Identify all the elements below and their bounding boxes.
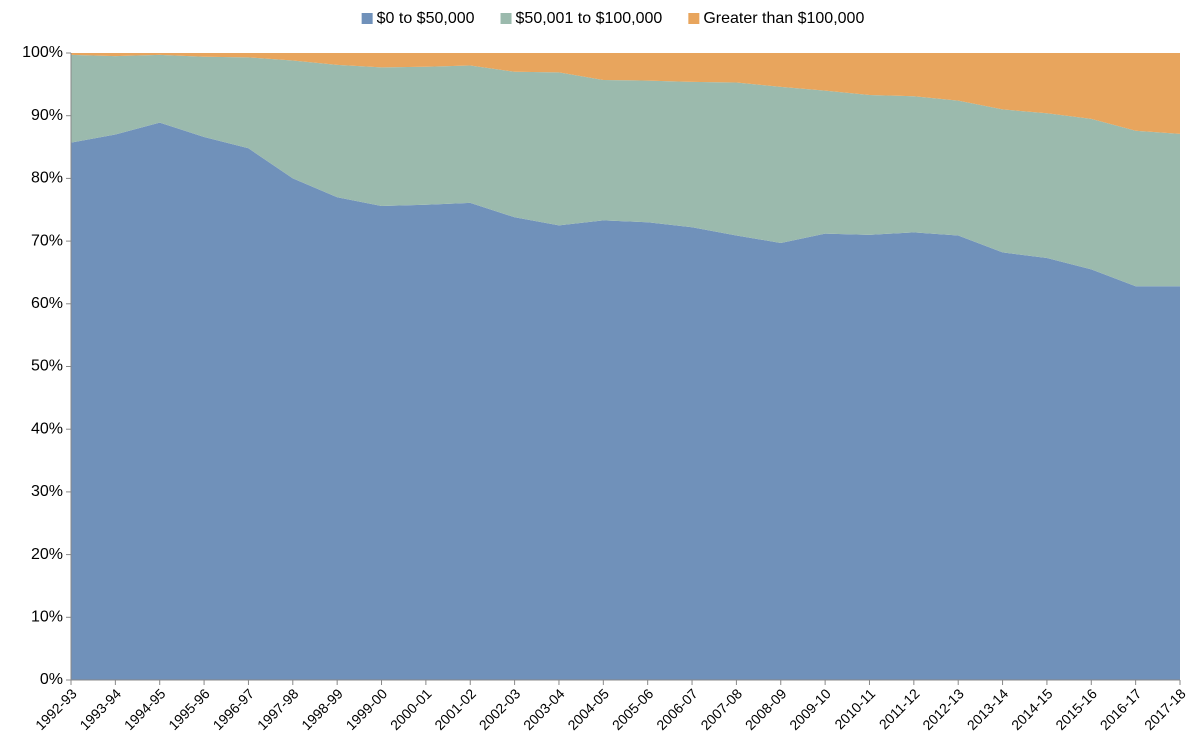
x-tick-label: 1997-98 [254,685,302,733]
y-tick-label: 60% [31,295,63,312]
y-tick-label: 10% [31,609,63,626]
y-tick-label: 80% [31,170,63,187]
x-tick-label: 2006-07 [653,685,701,733]
legend-label: Greater than $100,000 [703,10,864,27]
y-tick-label: 0% [40,671,63,688]
area [71,53,1180,134]
x-tick-label: 1992-93 [32,685,80,733]
x-tick-label: 1998-99 [298,685,346,733]
y-tick-label: 50% [31,358,63,375]
x-tick-label: 2004-05 [564,685,612,733]
x-tick-label: 2017-18 [1141,685,1186,733]
legend-label: $50,001 to $100,000 [516,10,663,27]
area [71,54,1180,287]
x-tick-label: 2008-09 [742,685,790,733]
x-tick-label: 2010-11 [831,685,878,732]
x-tick-label: 1996-97 [210,685,258,733]
x-tick-label: 1995-96 [165,685,213,733]
x-tick-label: 1993-94 [76,685,124,733]
x-tick-label: 2015-16 [1052,685,1100,733]
y-tick-label: 30% [31,483,63,500]
x-tick-label: 2016-17 [1097,685,1145,733]
y-tick-label: 70% [31,232,63,249]
legend-swatch [361,13,373,24]
x-tick-label: 2002-03 [476,685,524,733]
y-tick-label: 90% [31,107,63,124]
x-tick-label: 2007-08 [697,685,745,733]
area [71,122,1180,681]
x-tick-label: 2003-04 [520,685,568,733]
x-tick-label: 2011-12 [876,685,923,732]
x-tick-label: 1999-00 [343,685,391,733]
y-tick-label: 20% [31,546,63,563]
x-tick-label: 2013-14 [964,685,1012,733]
y-tick-label: 40% [31,420,63,437]
x-tick-label: 2000-01 [387,685,435,733]
x-tick-label: 2001-02 [431,685,479,733]
legend-swatch [500,13,512,24]
legend-label: $0 to $50,000 [377,10,475,27]
x-tick-label: 1994-95 [121,685,169,733]
x-tick-label: 2009-10 [786,685,834,733]
x-tick-label: 2005-06 [609,685,657,733]
x-tick-label: 2012-13 [919,685,967,733]
legend-swatch [688,13,700,24]
y-tick-label: 100% [22,44,63,61]
x-tick-label: 2014-15 [1008,685,1056,733]
